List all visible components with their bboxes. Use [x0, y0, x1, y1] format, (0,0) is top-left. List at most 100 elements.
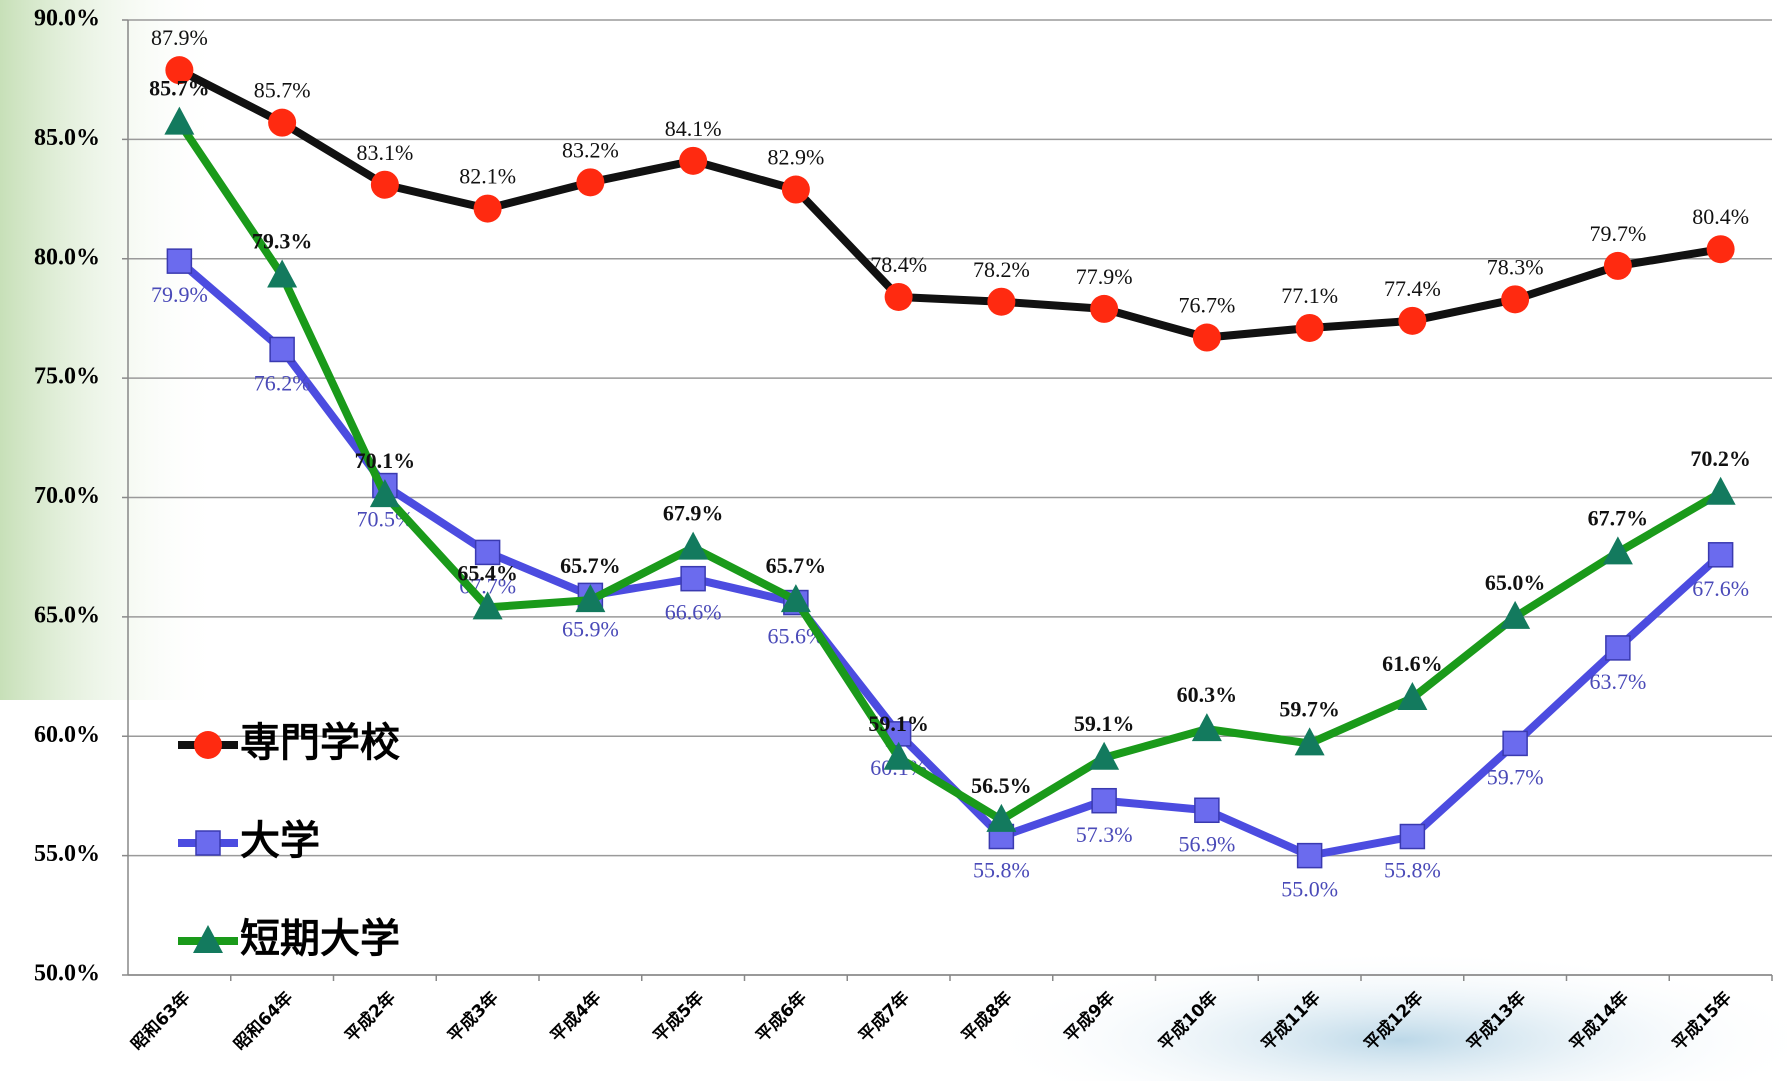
value-label: 60.3%: [1177, 682, 1238, 707]
marker: [270, 337, 294, 361]
marker: [1296, 314, 1324, 342]
value-label: 78.4%: [870, 252, 927, 277]
value-label: 65.0%: [1485, 570, 1546, 595]
marker: [1707, 235, 1735, 263]
marker: [679, 147, 707, 175]
value-label: 59.1%: [868, 711, 929, 736]
marker: [678, 532, 708, 560]
marker: [1193, 324, 1221, 352]
y-tick-label: 90.0%: [34, 6, 100, 32]
value-label: 65.4%: [457, 560, 518, 585]
value-label: 85.7%: [254, 78, 311, 103]
value-label: 59.7%: [1279, 696, 1340, 721]
value-label: 82.1%: [459, 164, 516, 189]
y-tick-label: 85.0%: [34, 125, 100, 151]
value-label: 70.2%: [1690, 446, 1751, 471]
marker: [1604, 252, 1632, 280]
marker: [1400, 825, 1424, 849]
value-label: 67.9%: [663, 501, 724, 526]
x-tick-label: 平成5年: [649, 987, 708, 1046]
value-label: 65.7%: [560, 553, 621, 578]
x-tick-label: 平成3年: [443, 987, 502, 1046]
value-label: 55.0%: [1281, 877, 1338, 902]
value-label: 59.1%: [1074, 711, 1135, 736]
marker: [576, 168, 604, 196]
value-label: 56.5%: [971, 773, 1032, 798]
marker: [1298, 844, 1322, 868]
value-label: 79.9%: [151, 282, 208, 307]
marker: [1503, 731, 1527, 755]
legend-item: 短期大学: [178, 916, 400, 962]
y-tick-label: 75.0%: [34, 364, 100, 390]
value-label: 55.8%: [973, 858, 1030, 883]
x-tick-label: 平成4年: [546, 987, 605, 1046]
legend-label: 専門学校: [240, 720, 400, 766]
value-label: 63.7%: [1589, 669, 1646, 694]
y-tick-label: 80.0%: [34, 244, 100, 270]
marker: [987, 288, 1015, 316]
value-label: 79.3%: [252, 229, 313, 254]
y-tick-label: 65.0%: [34, 602, 100, 628]
value-label: 76.7%: [1178, 293, 1235, 318]
x-tick-label: 昭和64年: [230, 987, 298, 1055]
y-tick-label: 60.0%: [34, 722, 100, 748]
value-label: 76.2%: [254, 371, 311, 396]
value-label: 82.9%: [767, 145, 824, 170]
value-label: 78.3%: [1487, 254, 1544, 279]
marker: [196, 831, 220, 855]
value-label: 55.8%: [1384, 858, 1441, 883]
value-label: 67.6%: [1692, 576, 1749, 601]
marker: [474, 195, 502, 223]
value-label: 67.7%: [1588, 505, 1649, 530]
value-label: 57.3%: [1076, 822, 1133, 847]
y-tick-label: 50.0%: [34, 961, 100, 987]
legend-label: 短期大学: [240, 916, 400, 962]
value-label: 65.9%: [562, 616, 619, 641]
value-label: 78.2%: [973, 257, 1030, 282]
marker: [1092, 789, 1116, 813]
legend-item: 専門学校: [178, 720, 400, 766]
marker: [681, 567, 705, 591]
marker: [1090, 295, 1118, 323]
x-tick-label: 平成6年: [752, 987, 811, 1046]
background-decoration: [0, 0, 220, 700]
value-label: 85.7%: [149, 76, 210, 101]
value-label: 79.7%: [1589, 221, 1646, 246]
x-tick-label: 昭和63年: [127, 987, 195, 1055]
series: 87.9% 85.7% 83.1% 82.1% 83.2% 84.1% 82.9% 78.4%…: [151, 25, 1749, 351]
marker: [167, 249, 191, 273]
marker: [268, 109, 296, 137]
marker: [1709, 543, 1733, 567]
value-label: 77.1%: [1281, 283, 1338, 308]
marker: [885, 283, 913, 311]
value-label: 61.6%: [1382, 651, 1443, 676]
marker: [371, 171, 399, 199]
value-label: 77.4%: [1384, 276, 1441, 301]
value-label: 59.7%: [1487, 764, 1544, 789]
legend-item: 大学: [178, 818, 320, 864]
y-tick-label: 55.0%: [34, 841, 100, 867]
value-label: 83.1%: [356, 140, 413, 165]
marker: [1398, 307, 1426, 335]
value-label: 66.6%: [665, 600, 722, 625]
marker: [1706, 477, 1736, 505]
value-label: 80.4%: [1692, 204, 1749, 229]
marker: [782, 176, 810, 204]
series-line: [179, 70, 1720, 337]
legend-label: 大学: [240, 818, 320, 864]
marker: [1195, 798, 1219, 822]
value-label: 70.1%: [355, 448, 416, 473]
value-label: 65.7%: [766, 553, 827, 578]
value-label: 56.9%: [1178, 831, 1235, 856]
y-tick-label: 70.0%: [34, 483, 100, 509]
chart: 50.0% 55.0% 60.0% 65.0% 70.0% 75.0% 80.0% 85.0%…: [0, 0, 1787, 1081]
x-tick-label: 平成2年: [341, 987, 400, 1046]
marker: [1501, 285, 1529, 313]
marker: [1606, 636, 1630, 660]
value-label: 77.9%: [1076, 264, 1133, 289]
value-label: 84.1%: [665, 116, 722, 141]
x-tick-label: 平成7年: [854, 987, 913, 1046]
value-label: 87.9%: [151, 25, 208, 50]
marker: [194, 731, 222, 759]
value-label: 83.2%: [562, 137, 619, 162]
